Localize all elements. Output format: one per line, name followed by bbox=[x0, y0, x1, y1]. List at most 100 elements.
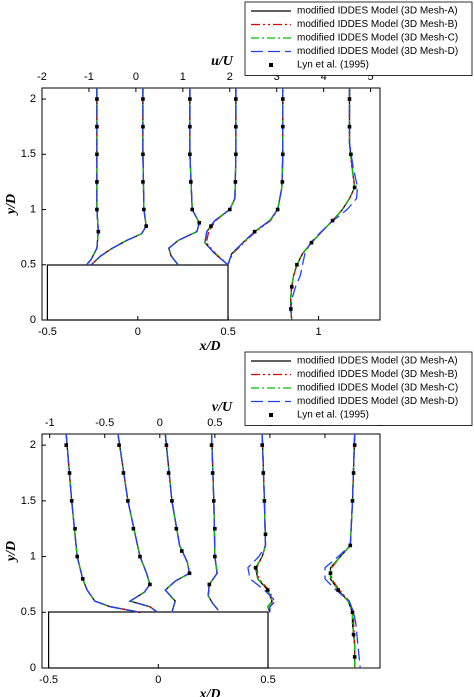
y-tick-label: 2 bbox=[30, 439, 36, 451]
data-point bbox=[234, 124, 238, 129]
legend-label: Lyn et al. (1995) bbox=[297, 410, 369, 421]
x2-axis-title: v/U bbox=[212, 400, 233, 415]
data-point bbox=[352, 655, 357, 659]
data-point bbox=[289, 307, 293, 311]
data-point bbox=[289, 285, 294, 289]
x-tick-label: 0 bbox=[155, 674, 161, 686]
data-point bbox=[352, 185, 357, 190]
data-point bbox=[349, 152, 353, 157]
x-tick-label: 0.5 bbox=[221, 326, 236, 338]
data-point bbox=[69, 499, 74, 503]
cylinder-body bbox=[47, 611, 269, 669]
x2-tick-label: -1 bbox=[45, 417, 55, 429]
data-point bbox=[141, 152, 145, 157]
data-point bbox=[330, 218, 335, 223]
data-point bbox=[336, 588, 340, 592]
x2-tick-label: 1 bbox=[180, 71, 186, 83]
data-point bbox=[281, 97, 285, 101]
y-tick-label: 0 bbox=[30, 314, 36, 326]
data-point bbox=[350, 499, 355, 503]
data-point bbox=[166, 471, 171, 475]
data-point bbox=[261, 471, 266, 475]
data-point bbox=[187, 571, 192, 576]
data-point bbox=[188, 124, 192, 129]
data-point bbox=[95, 124, 99, 129]
data-point bbox=[138, 554, 142, 559]
data-point bbox=[209, 224, 213, 228]
legend-label: modified IDDES Model (3D Mesh-C) bbox=[297, 33, 458, 44]
data-point bbox=[126, 499, 130, 503]
data-point bbox=[188, 97, 192, 101]
data-point bbox=[260, 443, 264, 447]
data-point bbox=[281, 124, 285, 129]
x2-tick-label: 5 bbox=[368, 71, 374, 83]
x2-tick-label: -2 bbox=[37, 71, 47, 83]
data-point bbox=[227, 207, 232, 212]
legend-marker bbox=[269, 63, 273, 67]
x-axis-title: x/D bbox=[199, 687, 221, 697]
data-point bbox=[348, 543, 353, 548]
data-point bbox=[117, 443, 121, 447]
data-point bbox=[67, 471, 72, 475]
data-point bbox=[213, 526, 217, 531]
legend-label: modified IDDES Model (3D Mesh-D) bbox=[297, 46, 458, 57]
x2-tick-label: 0 bbox=[157, 417, 163, 429]
legend-label: modified IDDES Model (3D Mesh-A) bbox=[297, 6, 458, 17]
legend-label: modified IDDES Model (3D Mesh-B) bbox=[297, 369, 458, 380]
plot-frame bbox=[41, 433, 381, 669]
legend-label: modified IDDES Model (3D Mesh-D) bbox=[297, 396, 458, 407]
data-point bbox=[197, 220, 202, 225]
data-point bbox=[347, 124, 352, 129]
data-point bbox=[189, 180, 193, 184]
data-point bbox=[141, 124, 145, 129]
data-point bbox=[347, 97, 352, 101]
data-point bbox=[295, 262, 299, 267]
data-point bbox=[164, 443, 169, 447]
legend-marker bbox=[269, 413, 273, 417]
data-point bbox=[180, 549, 184, 553]
data-point bbox=[351, 471, 356, 475]
legend-box bbox=[244, 351, 473, 426]
data-point bbox=[190, 207, 195, 212]
x2-tick-label: 4 bbox=[321, 71, 327, 83]
data-point bbox=[263, 532, 268, 537]
x-tick-label: -0.5 bbox=[39, 674, 58, 686]
data-point bbox=[252, 229, 257, 234]
data-point bbox=[234, 97, 238, 101]
y-tick-label: 0 bbox=[30, 662, 36, 674]
x2-tick-label: -1 bbox=[84, 71, 94, 83]
legend-label: Lyn et al. (1995) bbox=[297, 60, 369, 71]
data-point bbox=[141, 97, 145, 101]
cylinder-body bbox=[46, 264, 229, 321]
y-axis-title: y/D bbox=[4, 541, 19, 563]
data-point bbox=[309, 240, 314, 245]
data-point bbox=[207, 582, 212, 587]
data-point bbox=[64, 443, 69, 447]
x2-tick-label: -0.5 bbox=[95, 417, 114, 429]
legend-box bbox=[244, 1, 473, 76]
data-point bbox=[233, 180, 238, 184]
legend-label: modified IDDES Model (3D Mesh-B) bbox=[297, 19, 458, 30]
y-tick-label: 1.5 bbox=[21, 148, 36, 160]
data-point bbox=[350, 610, 355, 615]
data-point bbox=[281, 152, 285, 157]
x2-tick-label: 3 bbox=[274, 71, 280, 83]
data-point bbox=[144, 224, 149, 228]
data-point bbox=[265, 588, 270, 592]
data-point bbox=[95, 207, 99, 212]
x-tick-label: 0 bbox=[135, 326, 141, 338]
data-point bbox=[141, 180, 145, 184]
y-tick-label: 0.5 bbox=[21, 259, 36, 271]
x2-tick-label: 2 bbox=[227, 71, 233, 83]
data-point bbox=[211, 499, 216, 503]
data-point bbox=[234, 152, 238, 157]
x2-tick-label: 0 bbox=[133, 71, 139, 83]
data-point bbox=[142, 207, 146, 212]
x-tick-label: 1 bbox=[315, 326, 321, 338]
data-point bbox=[253, 565, 258, 570]
data-point bbox=[188, 152, 192, 157]
data-point bbox=[73, 526, 77, 531]
data-point bbox=[96, 229, 101, 234]
